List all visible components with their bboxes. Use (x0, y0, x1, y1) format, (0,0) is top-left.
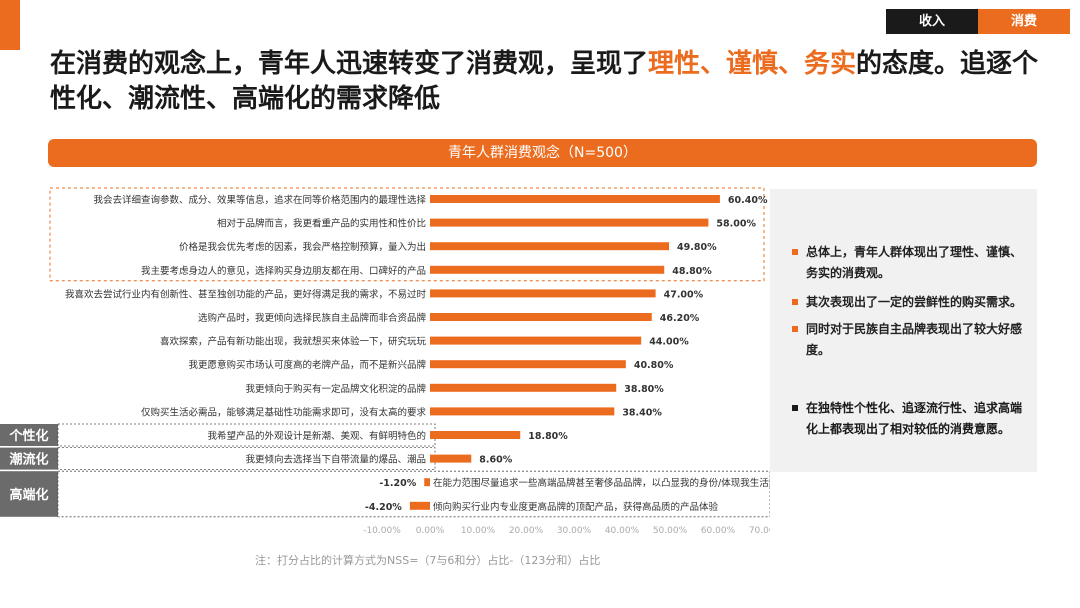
value-label-14: -4.20% (365, 502, 402, 513)
x-tick-label-8: 60.00% (701, 526, 736, 536)
value-label-8: 40.80% (634, 360, 674, 371)
category-label-13: 在能力范围尽量追求一些高端品牌甚至奢侈品品牌，以凸显我的身份/体现我生活追求 (433, 477, 770, 489)
bullet-square-icon (792, 249, 798, 255)
category-label-3: 价格是我会优先考虑的因素，我会严格控制预算，量入为出 (179, 241, 426, 253)
bar-5 (430, 289, 656, 298)
category-label-1: 我会去详细查询参数、成分、效果等信息，追求在同等价格范围内的最理性选择 (93, 194, 426, 206)
value-label-11: 18.80% (528, 431, 568, 442)
footnote: 注：打分占比的计算方式为NSS=（7与6和分）占比-（123分和）占比 (255, 554, 601, 567)
value-label-6: 46.20% (660, 313, 700, 324)
summary-bullet-2: 其次表现出了一定的尝鲜性的购买需求。 (792, 292, 1027, 313)
chart-banner: 青年人群消费观念（N=500） (48, 139, 1037, 167)
bar-3 (430, 242, 670, 251)
category-label-4: 我主要考虑身边人的意见，选择购买身边朋友都在用、口碑好的产品 (141, 265, 426, 277)
tab-income[interactable]: 收入 (886, 9, 978, 34)
category-label-8: 我更愿意购买市场认可度高的老牌产品，而不是新兴品牌 (188, 359, 426, 371)
group-dashed-box-3 (57, 470, 770, 518)
category-label-10: 仅购买生活必需品，能够满足基础性功能需求即可，没有太高的要求 (141, 406, 427, 418)
bar-4 (430, 265, 665, 274)
category-label-7: 喜欢探索，产品有新功能出现，我就想买来体验一下，研究玩玩 (160, 336, 427, 348)
top-nav: 收入 消费 (886, 9, 1070, 34)
bullet-square-icon (792, 299, 798, 305)
x-tick-label-7: 50.00% (653, 526, 688, 536)
x-tick-label-1: -10.00% (363, 526, 401, 536)
x-tick-label-5: 30.00% (557, 526, 592, 536)
x-tick-label-4: 20.00% (509, 526, 544, 536)
group-tag-label-2: 潮流化 (9, 452, 48, 468)
x-tick-label-6: 40.00% (605, 526, 640, 536)
group-tag-1 (0, 424, 58, 446)
group-tag-label-1: 个性化 (8, 428, 48, 444)
summary-panel: 总体上，青年人群体现出了理性、谨慎、务实的消费观。 其次表现出了一定的尝鲜性的购… (770, 189, 1037, 472)
bar-10 (430, 407, 615, 416)
title-part1: 在消费的观念上，青年人迅速转变了消费观，呈现了 (50, 49, 649, 79)
bar-6 (430, 313, 652, 321)
value-label-13: -1.20% (379, 478, 416, 489)
category-label-14: 倾向购买行业内专业度更高品牌的顶配产品，获得高品质的产品体验 (433, 501, 719, 513)
tab-consumption[interactable]: 消费 (978, 9, 1070, 34)
value-label-12: 8.60% (479, 455, 512, 466)
group-tag-2 (0, 447, 58, 470)
bar-12 (430, 454, 472, 463)
category-label-9: 我更倾向于购买有一定品牌文化积淀的品牌 (245, 383, 426, 395)
title-highlight: 理性、谨慎、务实 (648, 49, 857, 79)
group-tag-label-3: 高端化 (9, 487, 48, 503)
category-label-2: 相对于品牌而言，我更看重产品的实用性和性价比 (217, 218, 426, 230)
value-label-4: 48.80% (672, 266, 712, 277)
bullet-square-icon (792, 326, 798, 332)
summary-bullet-3: 同时对于民族自主品牌表现出了较大好感度。 (792, 319, 1027, 361)
bar-9 (430, 383, 617, 392)
group-tag-3 (0, 471, 58, 517)
bar-11 (430, 431, 521, 439)
category-label-5: 我喜欢去尝试行业内有创新性、甚至独创功能的产品，更好得满足我的需求，不易过时 (65, 288, 427, 300)
bullet-square-icon (792, 405, 798, 411)
value-label-10: 38.40% (622, 407, 662, 418)
bar-7 (430, 336, 642, 345)
bar-1 (430, 195, 720, 203)
value-label-9: 38.80% (624, 384, 664, 395)
category-label-12: 我更倾向去选择当下自带流量的爆品、潮品 (245, 454, 426, 466)
highlight-box (49, 187, 765, 282)
value-label-1: 60.40% (728, 195, 768, 206)
title-part2: 的态度。追逐个性化、潮流性、高端化的需求降低 (50, 49, 1039, 114)
x-tick-label-3: 10.00% (461, 526, 496, 536)
bar-14 (409, 501, 430, 510)
value-label-2: 58.00% (716, 219, 756, 230)
bar-2 (430, 218, 709, 227)
bar-13 (424, 478, 430, 487)
value-label-5: 47.00% (664, 289, 704, 300)
page-title: 在消费的观念上，青年人迅速转变了消费观，呈现了理性、谨慎、务实的态度。追逐个性化… (50, 47, 1050, 117)
x-tick-label-9: 70.00% (749, 526, 770, 536)
category-label-11: 我希望产品的外观设计是新潮、美观、有鲜明特色的 (207, 430, 426, 442)
category-label-6: 选购产品时，我更倾向选择民族自主品牌而非合资品牌 (198, 312, 427, 324)
summary-bullet-1: 总体上，青年人群体现出了理性、谨慎、务实的消费观。 (792, 242, 1027, 284)
x-tick-label-2: 0.00% (416, 526, 445, 536)
bar-8 (430, 360, 626, 369)
corner-accent (0, 0, 20, 50)
summary-bullet-4: 在独特性个性化、追逐流行性、追求高端化上都表现出了相对较低的消费意愿。 (792, 398, 1027, 440)
value-label-3: 49.80% (677, 242, 717, 253)
value-label-7: 44.00% (649, 337, 689, 348)
